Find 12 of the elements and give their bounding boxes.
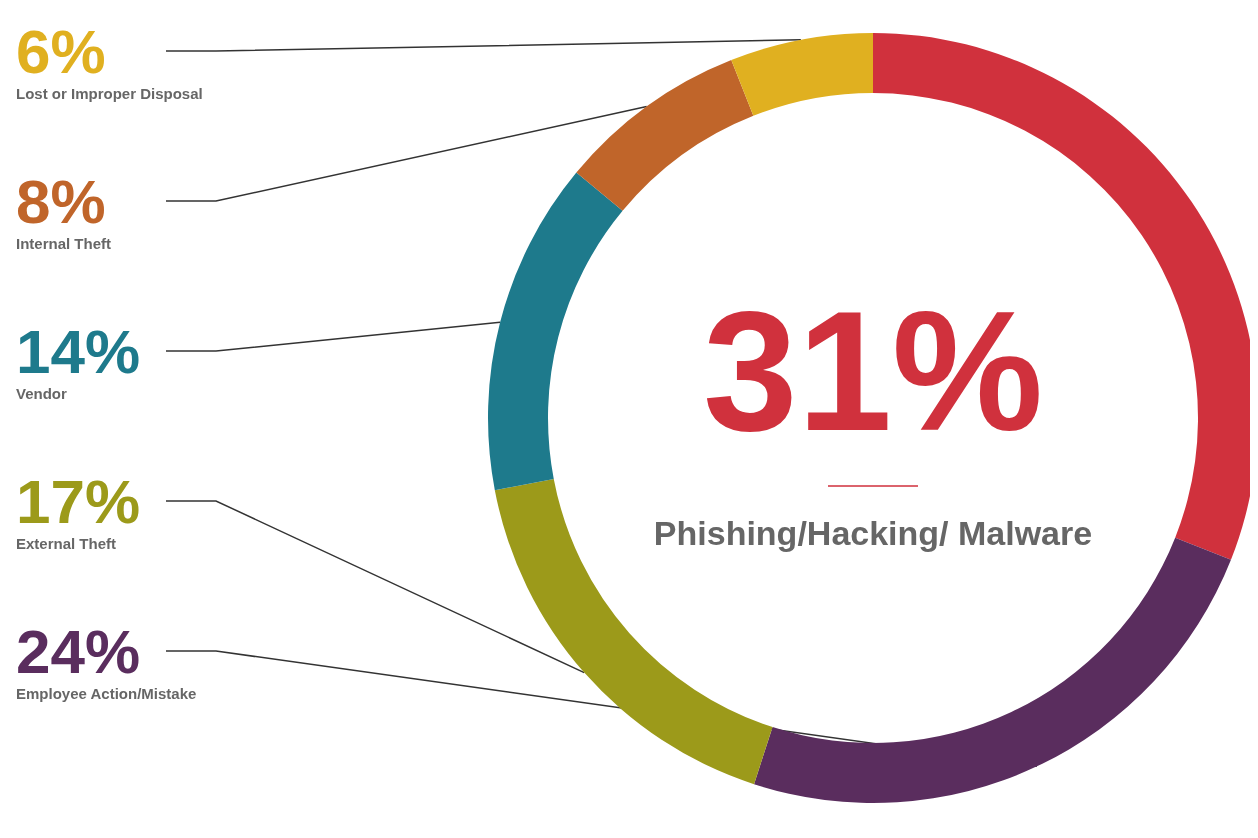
legend-label: Phishing/Hacking/ Malware [653,514,1093,552]
slice-label: Internal Theft [16,235,112,252]
slice-label: Employee Action/Mistake [16,685,197,702]
data-label: 8% [16,166,106,236]
data-label: 6% [16,16,106,86]
data-label: 17% [16,466,141,536]
slice-label: Vendor [16,385,68,402]
slice-label: External Theft [16,535,117,552]
slice-label: Lost or Improper Disposal [16,85,203,102]
data-label: 24% [16,616,141,686]
data-label: 14% [16,316,141,386]
data-label: 31% [702,276,1044,466]
